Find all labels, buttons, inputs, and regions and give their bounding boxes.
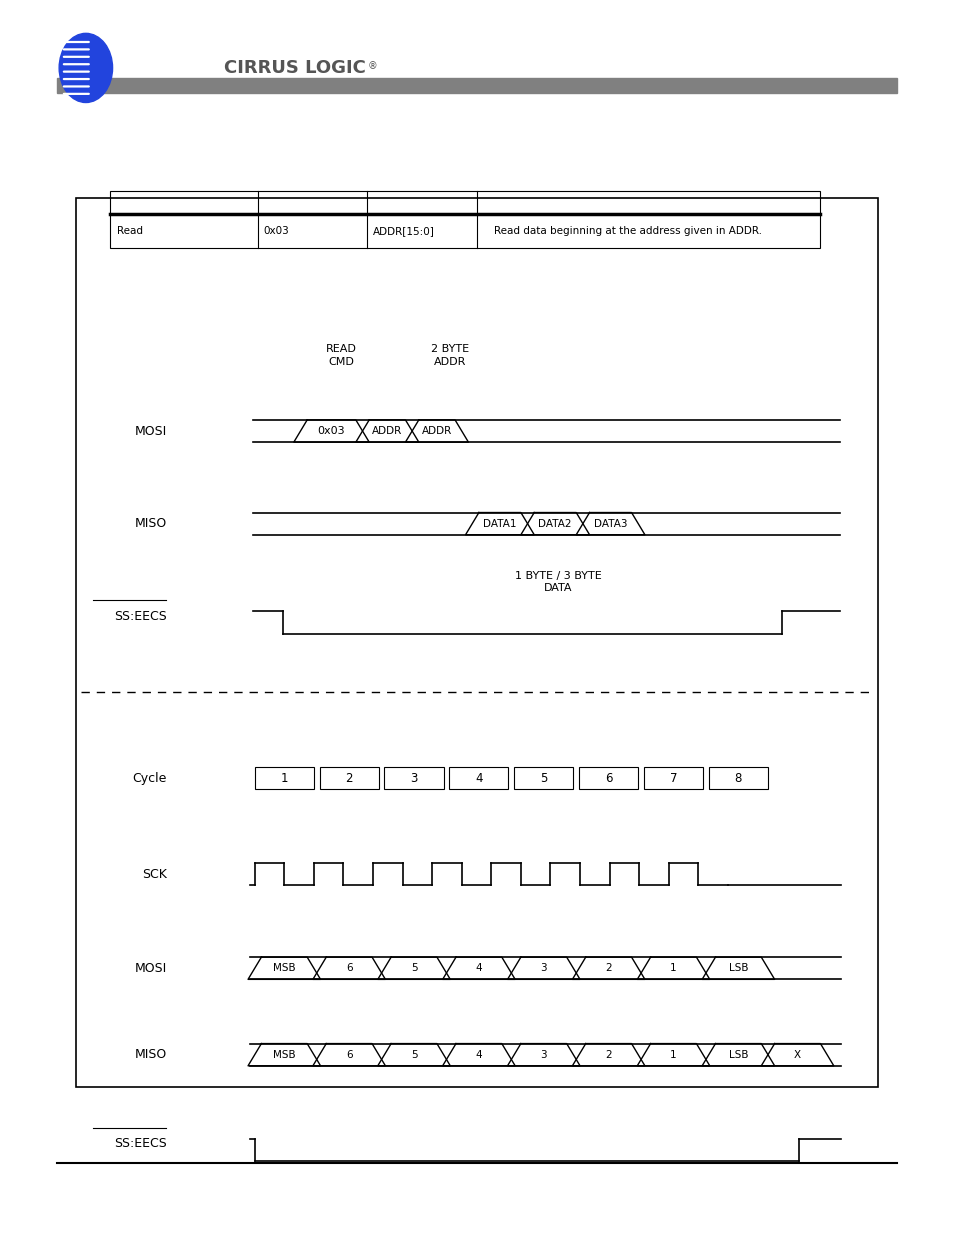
Text: CIRRUS LOGIC: CIRRUS LOGIC xyxy=(224,59,366,77)
Bar xyxy=(76,198,877,1087)
Bar xyxy=(449,767,508,789)
Text: 1: 1 xyxy=(670,1050,676,1060)
Bar xyxy=(514,767,573,789)
Bar xyxy=(110,191,820,214)
Text: SS:EECS: SS:EECS xyxy=(114,1137,167,1150)
Text: 3: 3 xyxy=(540,1050,546,1060)
Text: 4: 4 xyxy=(476,1050,481,1060)
Text: 1: 1 xyxy=(670,963,676,973)
Text: 6: 6 xyxy=(346,1050,352,1060)
Text: SS:EECS: SS:EECS xyxy=(114,610,167,622)
Text: 5: 5 xyxy=(411,1050,416,1060)
Text: DATA2: DATA2 xyxy=(537,519,572,529)
Text: 8: 8 xyxy=(734,772,741,784)
Text: ®: ® xyxy=(367,61,376,72)
Text: MISO: MISO xyxy=(134,1049,167,1061)
Text: MISO: MISO xyxy=(134,517,167,530)
Text: 4: 4 xyxy=(475,772,482,784)
Text: Read: Read xyxy=(117,226,143,236)
Text: 1 BYTE / 3 BYTE
DATA: 1 BYTE / 3 BYTE DATA xyxy=(515,571,600,593)
Text: 2: 2 xyxy=(605,963,611,973)
Text: MSB: MSB xyxy=(273,1050,295,1060)
Text: 5: 5 xyxy=(411,963,416,973)
Text: ADDR[15:0]: ADDR[15:0] xyxy=(373,226,435,236)
Text: 3: 3 xyxy=(410,772,417,784)
Text: 0x03: 0x03 xyxy=(263,226,289,236)
Bar xyxy=(319,767,378,789)
Text: SCK: SCK xyxy=(142,867,167,881)
Text: 4: 4 xyxy=(476,963,481,973)
Bar xyxy=(254,767,314,789)
Text: 6: 6 xyxy=(346,963,352,973)
Bar xyxy=(708,767,767,789)
Text: Cycle: Cycle xyxy=(132,772,167,784)
Text: 2 BYTE
ADDR: 2 BYTE ADDR xyxy=(431,345,469,367)
Bar xyxy=(643,767,702,789)
Text: 2: 2 xyxy=(345,772,353,784)
Text: DATA1: DATA1 xyxy=(482,519,517,529)
Text: READ
CMD: READ CMD xyxy=(325,345,356,367)
Text: MOSI: MOSI xyxy=(134,425,167,437)
Text: ADDR: ADDR xyxy=(372,426,402,436)
Text: 2: 2 xyxy=(605,1050,611,1060)
Text: 5: 5 xyxy=(539,772,547,784)
Text: 3: 3 xyxy=(540,963,546,973)
Bar xyxy=(384,767,443,789)
Circle shape xyxy=(59,33,112,103)
Text: 6: 6 xyxy=(604,772,612,784)
Text: 0x03: 0x03 xyxy=(317,426,345,436)
Text: 1: 1 xyxy=(280,772,288,784)
Bar xyxy=(110,214,820,248)
Text: LSB: LSB xyxy=(728,1050,747,1060)
Text: LSB: LSB xyxy=(728,963,747,973)
Text: 7: 7 xyxy=(669,772,677,784)
Bar xyxy=(57,78,896,93)
Text: ADDR: ADDR xyxy=(421,426,452,436)
Bar xyxy=(578,767,638,789)
Text: MOSI: MOSI xyxy=(134,962,167,974)
Text: DATA3: DATA3 xyxy=(593,519,627,529)
Text: MSB: MSB xyxy=(273,963,295,973)
Text: X: X xyxy=(793,1050,801,1060)
Text: Read data beginning at the address given in ADDR.: Read data beginning at the address given… xyxy=(494,226,761,236)
